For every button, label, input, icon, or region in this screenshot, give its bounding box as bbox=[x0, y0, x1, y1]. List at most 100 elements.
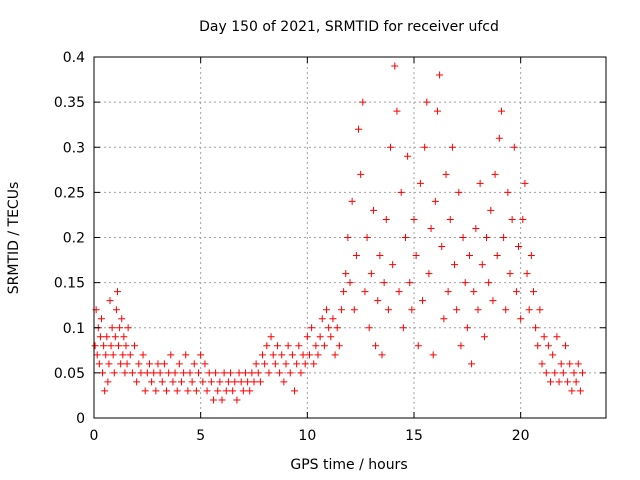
y-tick-label: 0.05 bbox=[54, 366, 85, 382]
data-point bbox=[510, 143, 518, 151]
data-point bbox=[529, 288, 537, 296]
data-point bbox=[239, 387, 247, 395]
data-point bbox=[451, 261, 459, 269]
data-point bbox=[344, 234, 352, 241]
data-point bbox=[299, 351, 307, 359]
data-point bbox=[286, 369, 294, 377]
data-point bbox=[414, 342, 422, 350]
data-point bbox=[237, 378, 245, 386]
data-point bbox=[224, 378, 232, 386]
data-point bbox=[195, 369, 203, 377]
data-point bbox=[359, 98, 367, 106]
data-point bbox=[186, 369, 194, 377]
data-point bbox=[100, 342, 108, 350]
grid bbox=[94, 57, 606, 418]
data-point bbox=[165, 369, 173, 377]
data-point bbox=[423, 98, 431, 106]
data-point bbox=[348, 197, 356, 205]
y-tick-label: 0.35 bbox=[54, 95, 85, 111]
data-point bbox=[536, 306, 544, 314]
data-point bbox=[110, 369, 118, 377]
data-point bbox=[399, 324, 407, 332]
data-point bbox=[105, 360, 113, 368]
data-point bbox=[333, 324, 341, 332]
data-point bbox=[101, 387, 109, 395]
data-point bbox=[404, 152, 412, 160]
data-point bbox=[320, 342, 328, 350]
data-point bbox=[133, 378, 141, 386]
data-point bbox=[227, 369, 235, 377]
data-point bbox=[568, 387, 576, 395]
data-point bbox=[378, 351, 386, 359]
data-point bbox=[106, 297, 114, 305]
data-point bbox=[515, 243, 523, 251]
data-point bbox=[261, 360, 269, 368]
data-point bbox=[117, 360, 125, 368]
x-tick-label: 20 bbox=[512, 428, 530, 444]
data-point bbox=[104, 378, 112, 386]
data-point bbox=[116, 324, 124, 332]
data-point bbox=[137, 369, 145, 377]
data-point bbox=[512, 288, 520, 296]
data-point bbox=[497, 107, 505, 115]
data-point bbox=[216, 378, 224, 386]
data-point bbox=[508, 215, 516, 223]
data-point bbox=[527, 252, 535, 260]
data-point bbox=[365, 324, 373, 332]
data-point bbox=[395, 288, 403, 296]
data-point bbox=[158, 378, 166, 386]
data-point bbox=[342, 270, 350, 278]
data-point bbox=[540, 333, 548, 341]
data-point bbox=[425, 270, 433, 278]
data-point bbox=[468, 360, 476, 368]
data-point bbox=[278, 351, 286, 359]
data-point bbox=[301, 360, 309, 368]
data-point bbox=[135, 360, 143, 368]
data-point bbox=[271, 360, 279, 368]
data-point bbox=[109, 351, 117, 359]
data-point bbox=[327, 333, 335, 341]
data-point bbox=[419, 297, 427, 305]
data-point bbox=[391, 62, 399, 70]
data-point bbox=[267, 333, 275, 341]
data-point bbox=[107, 342, 115, 350]
data-point bbox=[455, 188, 463, 196]
data-point bbox=[192, 387, 200, 395]
data-point bbox=[188, 378, 196, 386]
data-point bbox=[412, 252, 420, 260]
data-point bbox=[284, 342, 292, 350]
data-point bbox=[177, 378, 185, 386]
data-point bbox=[476, 179, 484, 187]
data-point bbox=[212, 369, 220, 377]
data-point bbox=[523, 270, 531, 278]
data-point bbox=[152, 387, 160, 395]
data-point bbox=[438, 243, 446, 251]
data-point bbox=[169, 378, 177, 386]
data-point bbox=[214, 387, 222, 395]
data-point bbox=[250, 378, 258, 386]
data-point bbox=[171, 369, 179, 377]
data-point bbox=[103, 333, 111, 341]
data-point bbox=[318, 315, 326, 323]
data-point bbox=[259, 351, 267, 359]
data-point bbox=[308, 324, 316, 332]
data-point bbox=[382, 215, 390, 223]
data-point bbox=[263, 342, 271, 350]
data-point bbox=[500, 234, 508, 241]
data-point bbox=[145, 360, 153, 368]
data-point bbox=[108, 324, 116, 332]
data-point bbox=[433, 107, 441, 115]
data-point bbox=[557, 360, 565, 368]
data-point bbox=[570, 369, 578, 377]
data-point bbox=[291, 387, 299, 395]
data-point bbox=[564, 378, 572, 386]
data-point bbox=[329, 315, 337, 323]
data-point bbox=[408, 306, 416, 314]
data-point bbox=[555, 378, 563, 386]
data-point bbox=[99, 369, 107, 377]
data-point bbox=[465, 252, 473, 260]
data-point bbox=[566, 360, 574, 368]
x-tick-label: 10 bbox=[298, 428, 316, 444]
data-point bbox=[335, 342, 343, 350]
